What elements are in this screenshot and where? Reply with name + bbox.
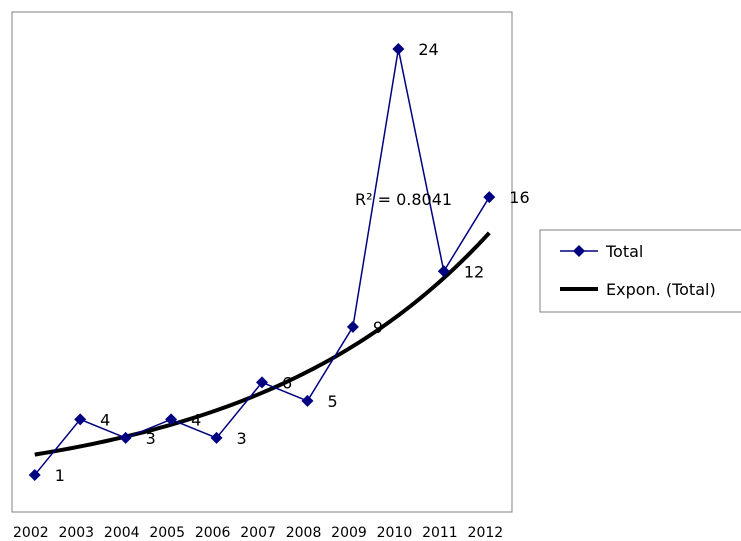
x-tick-label-2007: 2007 (240, 525, 276, 541)
legend: Total Expon. (Total) (539, 229, 741, 313)
x-tick-label-2004: 2004 (104, 525, 140, 541)
data-point-2007 (256, 376, 268, 389)
data-point-2003 (74, 413, 87, 426)
series-layer (28, 43, 496, 481)
data-point-2002 (28, 468, 41, 481)
data-label-2009: 9 (373, 318, 383, 337)
data-label-2005: 4 (191, 410, 201, 429)
x-tick-label-2005: 2005 (149, 525, 185, 541)
data-label-2012: 16 (509, 188, 529, 207)
x-tick-label-2012: 2012 (468, 525, 504, 541)
data-label-2003: 4 (100, 410, 110, 429)
data-label-2010: 24 (418, 40, 438, 59)
data-point-2005 (165, 413, 178, 426)
data-point-2006 (210, 431, 223, 444)
data-point-2012 (483, 191, 496, 204)
data-point-2011 (437, 265, 450, 278)
x-tick-label-2003: 2003 (58, 525, 94, 541)
x-tick-layer: 2002 2003 2004 2005 2006 2007 2008 2009 2010 2011… (13, 525, 503, 541)
data-point-2004 (119, 431, 132, 444)
data-point-2010 (392, 43, 405, 56)
plot-area (11, 11, 513, 513)
x-tick-label-2008: 2008 (286, 525, 322, 541)
data-label-2011: 12 (464, 262, 484, 281)
x-tick-label-2006: 2006 (195, 525, 231, 541)
legend-box (539, 229, 741, 313)
x-tick-label-2002: 2002 (13, 525, 49, 541)
data-label-layer: 1 4 3 4 3 6 5 9 24 12 16 (55, 40, 530, 485)
data-label-2002: 1 (55, 466, 65, 485)
legend-label-expon: Expon. (Total) (606, 280, 716, 299)
trendline-layer (34, 231, 491, 457)
data-label-2006: 3 (237, 429, 247, 448)
r-squared-annotation: R² = 0.8041 (355, 190, 452, 209)
data-label-2007: 6 (282, 373, 292, 392)
x-tick-label-2011: 2011 (422, 525, 458, 541)
x-tick-label-2009: 2009 (331, 525, 367, 541)
legend-marker-total (573, 245, 585, 257)
data-point-2008 (301, 394, 314, 407)
data-point-2009 (346, 320, 359, 333)
trendline-expon (34, 231, 491, 457)
legend-label-total: Total (605, 242, 643, 261)
data-label-2008: 5 (327, 392, 337, 411)
x-tick-label-2010: 2010 (377, 525, 413, 541)
data-label-2004: 3 (146, 429, 156, 448)
